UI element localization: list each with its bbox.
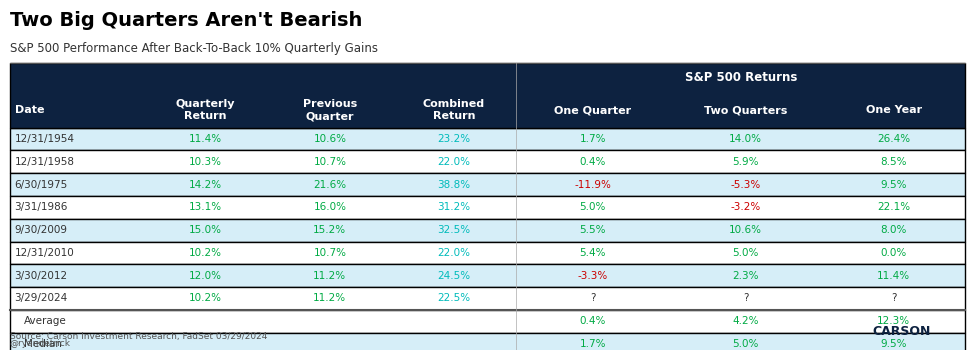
Text: 10.2%: 10.2% (189, 293, 222, 303)
Text: 5.5%: 5.5% (579, 225, 605, 235)
Text: -5.3%: -5.3% (730, 180, 760, 190)
Text: 11.2%: 11.2% (313, 293, 346, 303)
Text: Date: Date (15, 105, 44, 115)
Text: 14.0%: 14.0% (729, 134, 762, 144)
Text: 5.0%: 5.0% (732, 339, 759, 349)
Text: 12/31/1954: 12/31/1954 (15, 134, 75, 144)
Text: 10.3%: 10.3% (189, 157, 222, 167)
Text: Two Big Quarters Aren't Bearish: Two Big Quarters Aren't Bearish (10, 10, 362, 29)
Text: 5.0%: 5.0% (579, 202, 605, 212)
Text: 1.7%: 1.7% (579, 339, 605, 349)
Text: 12/31/1958: 12/31/1958 (15, 157, 75, 167)
Text: 9.5%: 9.5% (880, 180, 907, 190)
Text: Previous
Quarter: Previous Quarter (302, 99, 357, 121)
Text: 32.5%: 32.5% (438, 225, 471, 235)
Text: -3.3%: -3.3% (577, 271, 607, 281)
Text: 2.3%: 2.3% (732, 271, 759, 281)
Text: 22.0%: 22.0% (438, 248, 471, 258)
Text: 10.6%: 10.6% (729, 225, 762, 235)
Text: 16.0%: 16.0% (313, 202, 346, 212)
Text: S&P 500 Returns: S&P 500 Returns (684, 71, 797, 84)
Text: 3/30/2012: 3/30/2012 (15, 271, 67, 281)
Text: Median: Median (24, 339, 62, 349)
Text: 15.2%: 15.2% (313, 225, 346, 235)
Text: 12.3%: 12.3% (878, 316, 910, 326)
Text: 0.0%: 0.0% (880, 248, 907, 258)
Text: ?: ? (891, 293, 896, 303)
Text: 22.0%: 22.0% (438, 157, 471, 167)
Text: @ryandetrick: @ryandetrick (10, 339, 71, 348)
Text: 14.2%: 14.2% (189, 180, 222, 190)
Text: 11.4%: 11.4% (189, 134, 222, 144)
Text: -3.2%: -3.2% (730, 202, 760, 212)
Text: 11.2%: 11.2% (313, 271, 346, 281)
Text: 22.5%: 22.5% (438, 293, 471, 303)
Text: 8.0%: 8.0% (880, 225, 907, 235)
Text: 9/30/2009: 9/30/2009 (15, 225, 67, 235)
Text: 12/31/2010: 12/31/2010 (15, 248, 74, 258)
Text: 10.2%: 10.2% (189, 248, 222, 258)
Text: 21.6%: 21.6% (313, 180, 346, 190)
Text: 8.5%: 8.5% (880, 157, 907, 167)
Text: S&P 500 Performance After Back-To-Back 10% Quarterly Gains: S&P 500 Performance After Back-To-Back 1… (10, 42, 377, 55)
Text: CARSON: CARSON (873, 325, 931, 338)
Text: Average: Average (24, 316, 67, 326)
Text: 5.4%: 5.4% (579, 248, 605, 258)
Text: 5.0%: 5.0% (732, 248, 759, 258)
Text: 10.7%: 10.7% (313, 157, 346, 167)
Text: One Year: One Year (866, 105, 921, 115)
Text: 3/29/2024: 3/29/2024 (15, 293, 68, 303)
Text: 13.1%: 13.1% (189, 202, 222, 212)
Text: Two Quarters: Two Quarters (704, 105, 787, 115)
Text: 31.2%: 31.2% (438, 202, 471, 212)
Text: 23.2%: 23.2% (438, 134, 471, 144)
Text: 26.4%: 26.4% (878, 134, 910, 144)
Text: 9.5%: 9.5% (880, 339, 907, 349)
Text: 11.4%: 11.4% (878, 271, 910, 281)
Text: 12.0%: 12.0% (189, 271, 222, 281)
Text: 15.0%: 15.0% (189, 225, 222, 235)
Text: 4.2%: 4.2% (732, 316, 759, 326)
Text: One Quarter: One Quarter (554, 105, 631, 115)
Text: ?: ? (590, 293, 596, 303)
Text: 0.4%: 0.4% (579, 157, 605, 167)
Text: 38.8%: 38.8% (438, 180, 471, 190)
Text: 24.5%: 24.5% (438, 271, 471, 281)
Text: 6/30/1975: 6/30/1975 (15, 180, 68, 190)
Text: 5.9%: 5.9% (732, 157, 759, 167)
Text: Source: Carson Investment Research, FadSet 03/29/2024: Source: Carson Investment Research, FadS… (10, 332, 267, 341)
Text: -11.9%: -11.9% (574, 180, 611, 190)
Text: 1.7%: 1.7% (579, 134, 605, 144)
Text: 22.1%: 22.1% (878, 202, 910, 212)
Polygon shape (812, 318, 838, 346)
Text: ?: ? (743, 293, 748, 303)
Text: Combined
Return: Combined Return (423, 99, 486, 121)
Text: 10.6%: 10.6% (313, 134, 346, 144)
Text: 3/31/1986: 3/31/1986 (15, 202, 68, 212)
Text: Quarterly
Return: Quarterly Return (176, 99, 235, 121)
Text: 10.7%: 10.7% (313, 248, 346, 258)
Text: 0.4%: 0.4% (579, 316, 605, 326)
